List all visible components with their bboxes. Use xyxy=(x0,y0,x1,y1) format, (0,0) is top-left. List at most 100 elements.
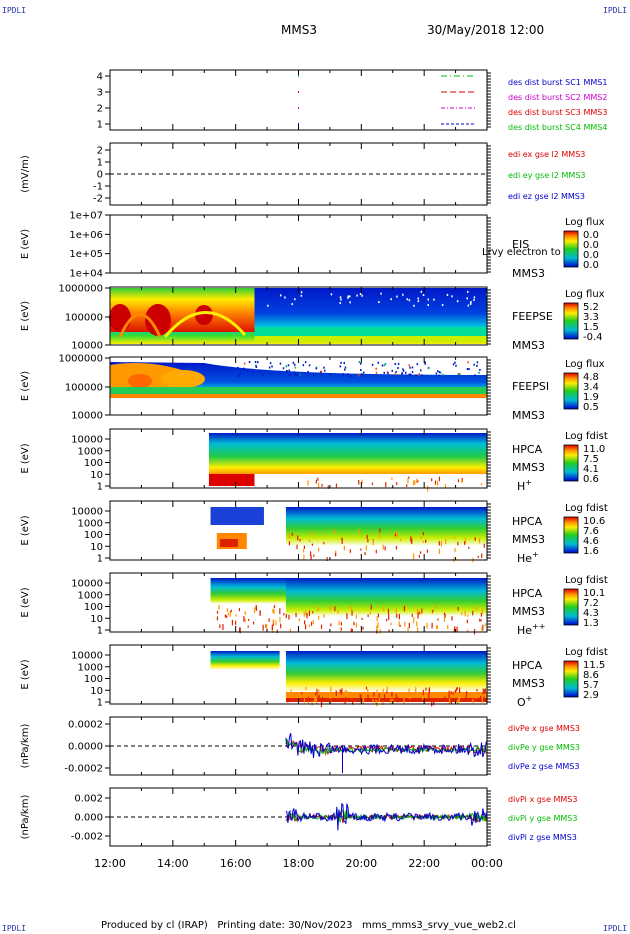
spectrogram-gap xyxy=(300,291,303,294)
legend-entry: des dist burst SC4 MMS4 xyxy=(508,123,607,132)
colorbar-tick-label: 0.0 xyxy=(583,250,599,261)
spectrogram-point xyxy=(340,361,342,364)
species-label: O+ xyxy=(517,694,532,709)
spectrogram-point xyxy=(451,694,454,698)
y-tick-label: 100 xyxy=(84,530,103,541)
spectrogram-point xyxy=(373,692,375,697)
spectrogram-point xyxy=(377,622,379,629)
spectrogram-point xyxy=(252,371,254,374)
y-tick-label: 10 xyxy=(90,470,103,481)
spectrogram-point xyxy=(369,611,371,615)
series-line xyxy=(285,802,488,831)
spectrogram-point xyxy=(321,483,323,487)
y-tick-label: 2 xyxy=(97,104,103,115)
spectrogram-point xyxy=(418,611,420,615)
spectrogram-point xyxy=(395,694,397,699)
spectrogram-gap xyxy=(466,297,468,300)
spectrogram-gap xyxy=(427,304,429,307)
spectrogram-point xyxy=(416,621,418,627)
spectrogram-point xyxy=(456,687,458,692)
colorbar-tick-label: 3.3 xyxy=(583,312,599,323)
spectrogram-point xyxy=(285,365,288,368)
spectrogram-point xyxy=(244,618,246,622)
instrument-label: HPCA xyxy=(512,587,543,600)
spectrogram-point xyxy=(295,373,298,376)
y-tick-label: 0.0000 xyxy=(68,742,103,753)
spectrogram-point xyxy=(472,610,474,616)
y-tick-label: 1000 xyxy=(78,662,103,673)
spectrogram-point xyxy=(365,686,368,690)
spectrogram-point xyxy=(247,625,249,628)
spectrogram-point xyxy=(394,363,397,366)
spectrogram-point xyxy=(261,373,264,376)
spectrogram-point xyxy=(367,694,369,701)
spectrogram-gap xyxy=(422,294,425,297)
spectrogram-point xyxy=(398,613,401,620)
spectrogram-point xyxy=(367,614,369,618)
spectrogram-hot-region xyxy=(208,474,255,486)
spectrogram-point xyxy=(304,624,307,630)
spectrogram-point xyxy=(396,531,398,536)
burst-point xyxy=(298,91,299,93)
spectrogram-point xyxy=(457,372,460,375)
spectrogram-point xyxy=(409,366,411,369)
spectrogram-point xyxy=(454,361,456,364)
spectrogram-point xyxy=(275,620,277,626)
spectrogram-gap xyxy=(349,301,351,304)
legend-entry: edi ey gse l2 MMS3 xyxy=(508,171,586,180)
spectrogram-point xyxy=(326,557,328,562)
spectrogram-point xyxy=(456,699,459,705)
spectrogram-point xyxy=(268,366,271,369)
spectrogram-point xyxy=(311,700,313,706)
spectrogram-point xyxy=(413,480,415,486)
spectrogram-point xyxy=(308,364,311,367)
spectrogram-point xyxy=(425,687,427,691)
y-tick-label: 100000 xyxy=(65,313,103,324)
spectrogram-point xyxy=(252,621,255,625)
y-tick-label: 100 xyxy=(84,602,103,613)
spectrogram-gap xyxy=(390,298,392,301)
spectrogram-point xyxy=(312,373,315,376)
spectrogram-point xyxy=(329,373,332,376)
spectrogram-point xyxy=(247,369,249,372)
spectrogram-point xyxy=(269,362,272,365)
spectrogram-point xyxy=(378,533,381,538)
spectrogram-point xyxy=(457,541,459,546)
spectrogram-point xyxy=(307,480,309,486)
spectrogram-point xyxy=(397,697,399,703)
spectrogram-point xyxy=(329,697,331,702)
panel-frame xyxy=(109,69,488,131)
spectrogram-point xyxy=(303,698,306,703)
spectrogram-point xyxy=(473,363,475,366)
spectrogram-point xyxy=(303,554,305,560)
colorbar-tick-label: 7.2 xyxy=(583,598,599,609)
spectrogram-point xyxy=(395,370,397,373)
spectrogram-point xyxy=(360,373,363,376)
spectrogram-gap xyxy=(294,298,296,301)
species-label: H+ xyxy=(517,478,532,493)
spectrogram-block xyxy=(285,578,487,616)
spectrogram-point xyxy=(268,618,270,622)
spectrogram-point xyxy=(408,373,411,376)
spectrogram-point xyxy=(409,373,412,376)
instrument-label: HPCA xyxy=(512,659,543,672)
spectrogram-point xyxy=(411,370,414,373)
legend-entry: divPe z gse MMS3 xyxy=(508,762,579,771)
legend-entry: edi ex gse l2 MMS3 xyxy=(508,150,585,159)
legend-entry: divPi z gse MMS3 xyxy=(508,833,577,842)
spectrogram-point xyxy=(375,367,377,370)
spectrogram-point xyxy=(396,482,398,486)
spectrogram-point xyxy=(476,606,478,611)
spectrogram-gap xyxy=(380,292,382,295)
spectrogram-point xyxy=(377,361,380,364)
spectrogram-point xyxy=(476,361,479,364)
spectrogram-point xyxy=(416,363,419,366)
spectrogram-point xyxy=(434,480,437,485)
y-tick-label: 10 xyxy=(90,614,103,625)
spectrogram-point xyxy=(481,608,483,614)
colorbar xyxy=(563,444,579,482)
spectrogram-hot-region xyxy=(110,288,255,332)
spectrogram-point xyxy=(265,623,268,629)
spectrogram-point xyxy=(416,478,418,483)
